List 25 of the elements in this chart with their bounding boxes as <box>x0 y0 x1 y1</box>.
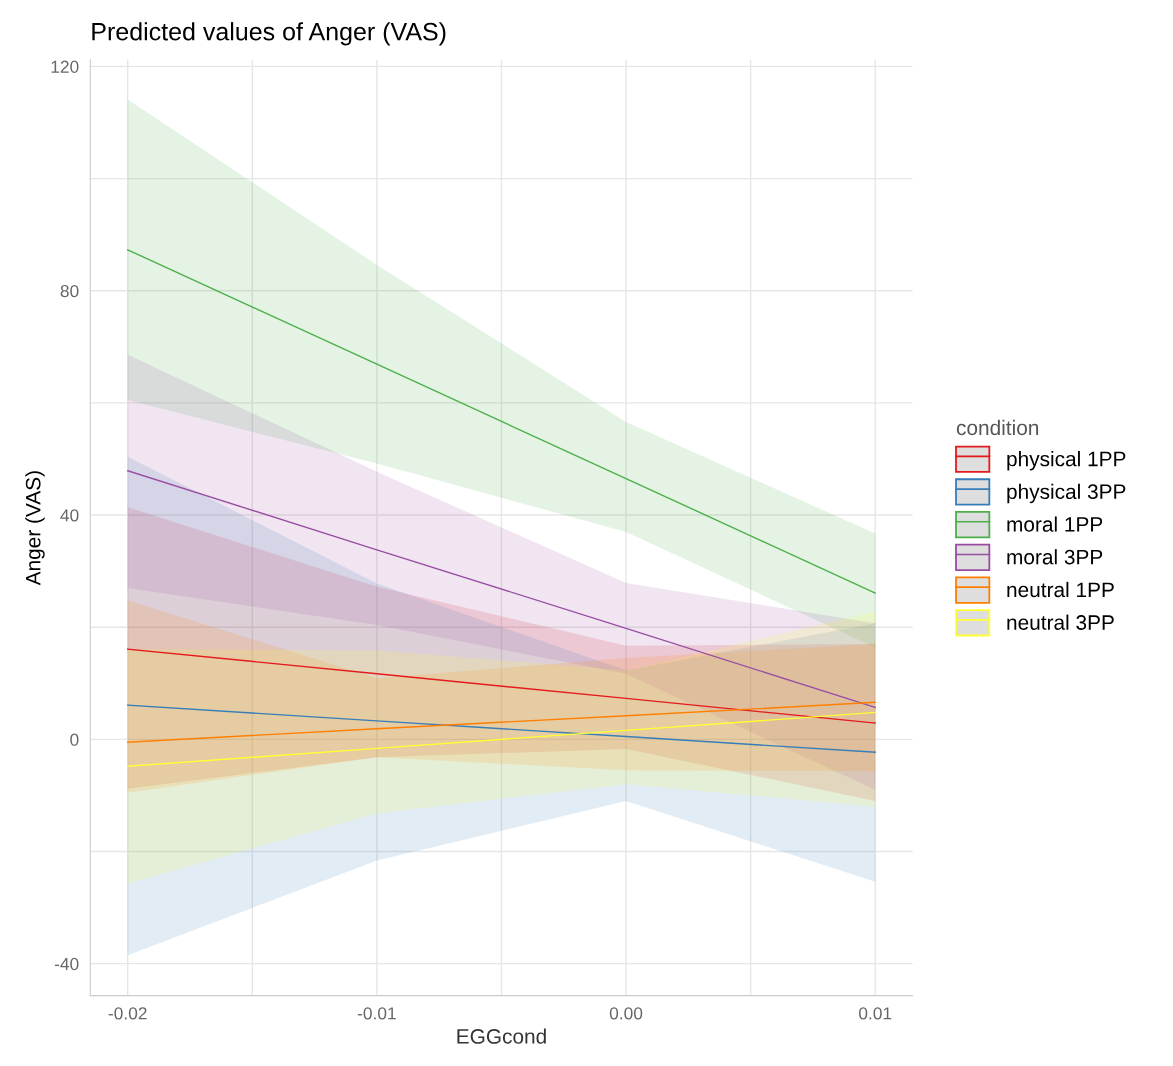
y-tick-label: -40 <box>54 957 79 971</box>
line-series <box>127 711 876 767</box>
line-series <box>127 701 876 743</box>
chart-title: Predicted values of Anger (VAS) <box>92 22 446 46</box>
legend-label: moral 1PP <box>1007 516 1103 532</box>
x-tick-label: 0.01 <box>859 1007 892 1020</box>
line-series <box>127 470 876 709</box>
y-tick-label: 0 <box>70 733 79 746</box>
x-tick-label: -0.01 <box>357 1007 396 1020</box>
legend-label: moral 3PP <box>1007 549 1103 565</box>
line-series <box>127 704 876 753</box>
line-series <box>127 249 876 594</box>
x-tick-label: -0.02 <box>108 1007 147 1020</box>
legend-label: neutral 3PP <box>1007 614 1114 630</box>
y-tick-label: 80 <box>60 284 79 298</box>
legend-label: physical 1PP <box>1007 451 1126 471</box>
x-axis-title: EGGcond <box>457 1028 546 1044</box>
legend-title: condition <box>956 419 1039 436</box>
y-axis-title: Anger (VAS) <box>25 471 45 586</box>
legend-label: neutral 1PP <box>1007 581 1114 598</box>
y-tick-label: 40 <box>60 509 79 522</box>
line-series <box>127 648 876 724</box>
y-tick-label: 120 <box>51 60 79 73</box>
x-tick-label: 0.00 <box>609 1007 643 1020</box>
legend-label: physical 3PP <box>1007 483 1126 504</box>
